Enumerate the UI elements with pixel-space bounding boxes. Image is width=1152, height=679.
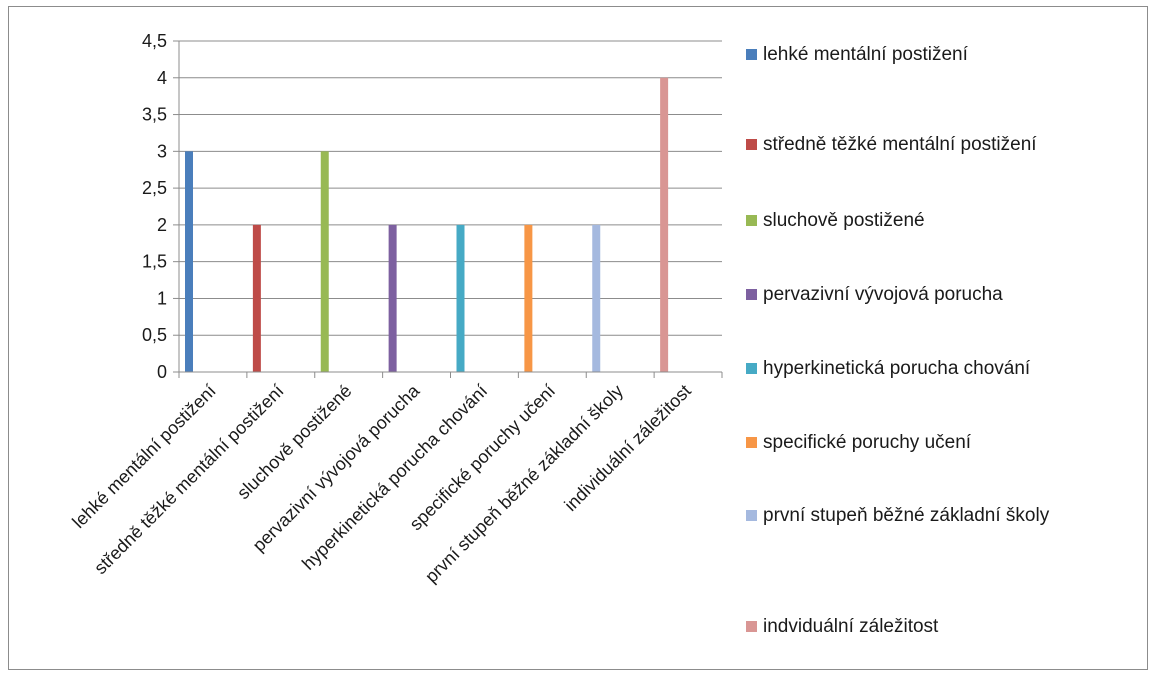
legend-swatch xyxy=(746,49,757,60)
legend-swatch xyxy=(746,215,757,226)
bar xyxy=(592,224,601,372)
y-tick-label: 3 xyxy=(157,141,167,161)
axes xyxy=(173,40,723,378)
legend-label: středně těžké mentální postižení xyxy=(763,134,1037,155)
legend-item: indviduální záležitost xyxy=(746,612,1146,642)
legend-label: první stupeň běžné základní školy xyxy=(763,505,1050,526)
y-tick-label: 3,5 xyxy=(142,105,167,125)
bars xyxy=(185,77,669,373)
grid-lines xyxy=(179,40,722,336)
legend-swatch xyxy=(746,510,757,521)
legend-swatch xyxy=(746,621,757,632)
legend-label: indviduální záležitost xyxy=(763,616,939,637)
bar xyxy=(524,224,533,372)
legend-label: hyperkinetická porucha chování xyxy=(763,358,1031,379)
legend-item: lehké mentální postižení xyxy=(746,40,1146,70)
y-tick-label: 2,5 xyxy=(142,178,167,198)
legend-item: první stupeň běžné základní školy xyxy=(746,501,1146,531)
legend-item: pervazivní vývojová porucha xyxy=(746,280,1146,310)
legend-item: středně těžké mentální postižení xyxy=(746,130,1146,160)
legend-swatch xyxy=(746,437,757,448)
legend-swatch xyxy=(746,363,757,374)
y-tick-label: 2 xyxy=(157,215,167,235)
legend-item: specifické poruchy učení xyxy=(746,428,1146,458)
legend-swatch xyxy=(746,139,757,150)
bar xyxy=(252,224,261,372)
legend-label: pervazivní vývojová porucha xyxy=(763,284,1003,305)
x-tick-label: individuální záležitost xyxy=(560,381,694,515)
bar xyxy=(185,151,193,372)
bar xyxy=(320,151,329,372)
legend-label: specifické poruchy učení xyxy=(763,432,972,453)
legend-item: sluchově postižené xyxy=(746,206,1146,236)
y-tick-label: 1,5 xyxy=(142,252,167,272)
y-tick-label: 4 xyxy=(157,68,167,88)
chart-frame xyxy=(8,6,1148,670)
y-tick-label: 0,5 xyxy=(142,325,167,345)
y-tick-label: 1 xyxy=(157,288,167,308)
x-tick-label: sluchově postižené xyxy=(233,381,355,503)
y-tick-label: 0 xyxy=(157,362,167,382)
bar xyxy=(456,224,465,372)
bar xyxy=(388,224,397,372)
y-tick-labels: 0 0,5 1 1,5 2 2,5 3 3,5 4 4,5 xyxy=(142,31,167,382)
legend-item: hyperkinetická porucha chování xyxy=(746,354,1146,384)
bar xyxy=(660,77,669,373)
y-tick-label: 4,5 xyxy=(142,31,167,51)
legend-label: sluchově postižené xyxy=(763,210,925,231)
legend-label: lehké mentální postižení xyxy=(763,44,968,65)
legend-swatch xyxy=(746,289,757,300)
